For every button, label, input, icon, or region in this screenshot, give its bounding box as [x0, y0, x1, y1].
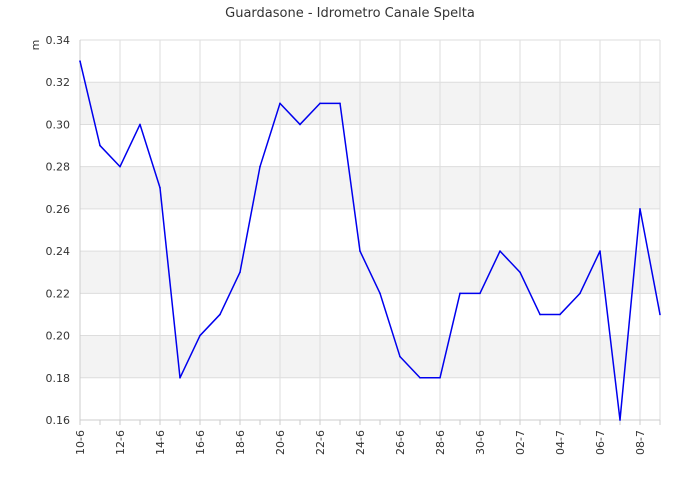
- y-tick-label: 0.20: [46, 330, 71, 343]
- series-line: [79, 60, 661, 421]
- x-tick-label: 30-6: [474, 430, 487, 455]
- x-tick-label: 26-6: [394, 430, 407, 455]
- y-tick-label: 0.34: [46, 34, 71, 47]
- x-tick-label: 14-6: [154, 430, 167, 455]
- y-tick-label: 0.16: [46, 414, 71, 427]
- x-tick-label: 20-6: [274, 430, 287, 455]
- y-tick-label: 0.24: [46, 245, 71, 258]
- data-point: [639, 208, 641, 210]
- x-tick-label: 22-6: [314, 430, 327, 455]
- grid-bands: [80, 82, 660, 378]
- data-point: [79, 60, 81, 62]
- x-tick-label: 24-6: [354, 430, 367, 455]
- data-point: [619, 419, 621, 421]
- data-point: [259, 165, 261, 168]
- data-point: [199, 334, 201, 337]
- series-group: [79, 60, 661, 421]
- y-axis-ticks: 0.16 0.18 0.20 0.22 0.24 0.26 0.28 0.30 0.32 0.34: [46, 34, 71, 427]
- y-tick-label: 0.30: [46, 118, 71, 131]
- data-point: [479, 292, 481, 295]
- data-point: [279, 102, 281, 105]
- y-tick-label: 0.28: [46, 161, 71, 174]
- x-axis-ticks: 10-6 12-6 14-6 16-6 18-6 20-6 22-6 24-6 26-6 28-6…: [74, 420, 661, 455]
- data-point: [459, 292, 461, 295]
- data-point: [519, 271, 521, 274]
- y-tick-label: 0.26: [46, 203, 71, 216]
- grid-band: [80, 166, 660, 209]
- x-tick-label: 28-6: [434, 430, 447, 455]
- chart-title: Guardasone - Idrometro Canale Spelta: [225, 6, 475, 21]
- y-tick-label: 0.32: [46, 76, 71, 89]
- data-point: [559, 313, 561, 316]
- x-tick-label: 04-7: [554, 430, 567, 455]
- x-tick-label: 16-6: [194, 430, 207, 455]
- x-tick-label: 10-6: [74, 430, 87, 455]
- x-tick-label: 02-7: [514, 430, 527, 455]
- data-point: [239, 271, 241, 274]
- y-axis-label: m: [29, 40, 42, 51]
- data-point: [659, 313, 661, 316]
- data-point: [439, 376, 441, 379]
- data-point: [419, 376, 421, 379]
- data-point: [539, 313, 541, 316]
- grid-band: [80, 335, 660, 378]
- y-tick-label: 0.18: [46, 372, 71, 385]
- data-point: [499, 250, 501, 252]
- data-point: [179, 376, 181, 379]
- x-tick-label: 12-6: [114, 430, 127, 455]
- data-point: [119, 165, 121, 168]
- data-point: [339, 102, 341, 105]
- x-tick-label: 08-7: [634, 430, 647, 455]
- data-point: [399, 355, 401, 358]
- data-point: [99, 144, 101, 147]
- data-point: [299, 123, 301, 126]
- data-point: [359, 250, 361, 252]
- data-point: [599, 250, 601, 252]
- y-tick-label: 0.22: [46, 287, 71, 300]
- grid-band: [80, 82, 660, 125]
- data-point: [579, 292, 581, 295]
- data-point: [379, 292, 381, 295]
- data-point: [139, 123, 141, 126]
- data-point: [319, 102, 321, 105]
- x-tick-label: 06-7: [594, 430, 607, 455]
- data-point: [219, 313, 221, 316]
- x-tick-label: 18-6: [234, 430, 247, 455]
- data-point: [159, 186, 161, 189]
